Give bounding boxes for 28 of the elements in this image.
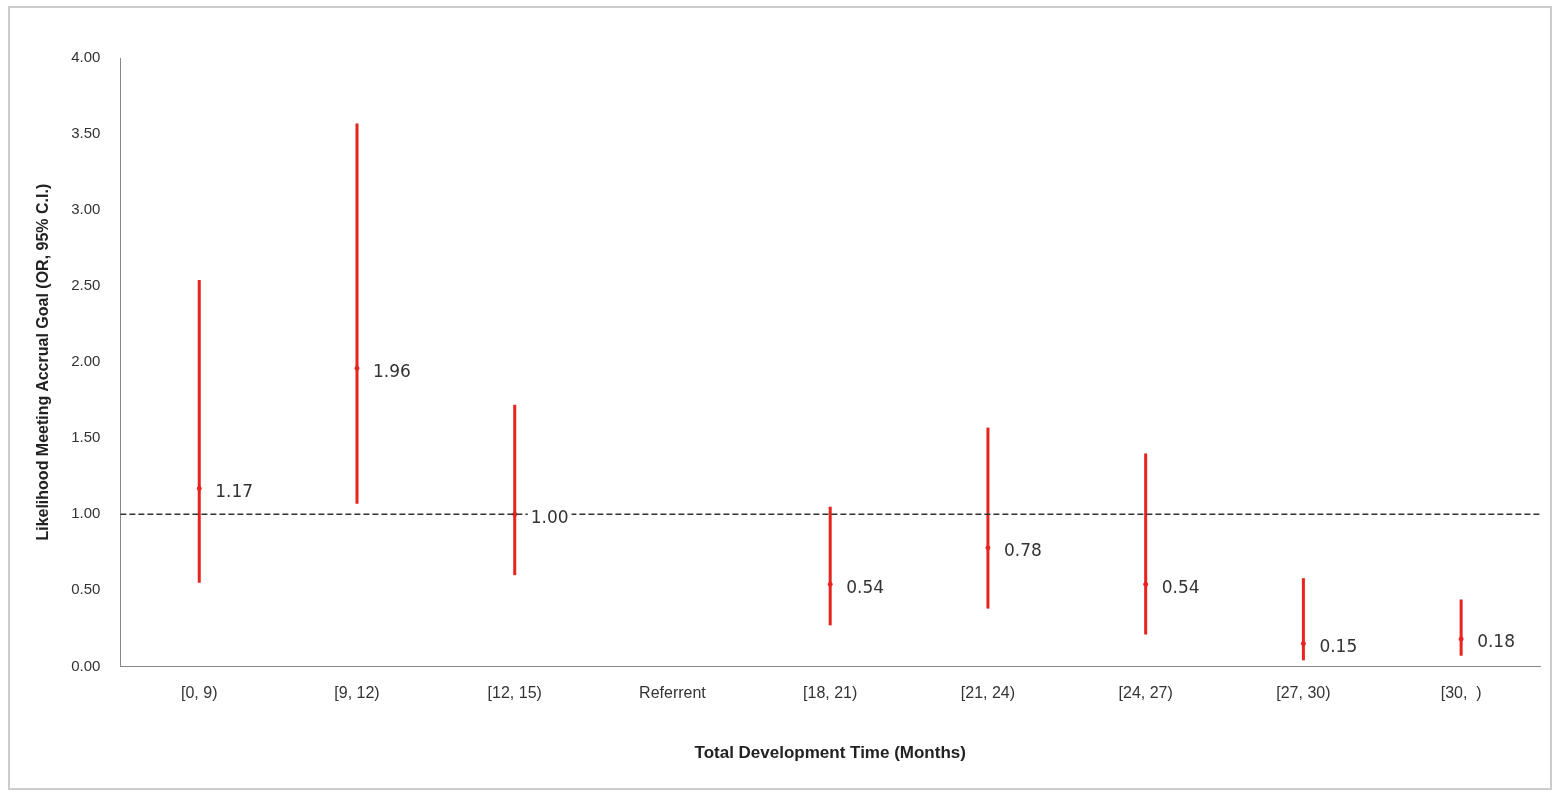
- y-tick-label: 3.00: [71, 200, 101, 218]
- x-tick-label: [27, 30): [1276, 684, 1331, 702]
- x-tick-label: [9, 12): [334, 684, 380, 702]
- y-tick-label: 2.50: [71, 276, 101, 294]
- data-label: 0.54: [1161, 576, 1200, 597]
- x-tick-label: Referrent: [639, 684, 707, 702]
- x-tick-label: [12, 15): [487, 684, 542, 702]
- data-label: 0.18: [1477, 631, 1515, 652]
- data-label: 1.96: [373, 360, 411, 381]
- y-axis-title: Likelihood Meeting Accrual Goal (OR, 95% C.I.): [34, 183, 52, 541]
- x-tick-label: [21, 24): [960, 684, 1016, 702]
- y-tick-label: 0.00: [71, 656, 101, 674]
- x-tick-label: [30, ): [1440, 684, 1482, 702]
- data-label: 0.54: [846, 576, 885, 597]
- data-label: 1.17: [215, 480, 254, 501]
- y-tick-label: 3.50: [71, 124, 101, 142]
- y-tick-label: 1.00: [71, 504, 101, 522]
- x-tick-label: [0, 9): [181, 684, 218, 702]
- data-label: 0.78: [1003, 540, 1042, 561]
- x-tick-label: [18, 21): [803, 684, 858, 702]
- y-tick-label: 2.00: [71, 352, 101, 370]
- y-tick-label: 1.50: [71, 428, 101, 446]
- data-label: 1.00: [530, 506, 569, 527]
- y-tick-label: 4.00: [71, 48, 101, 66]
- data-label: 0.15: [1319, 636, 1358, 657]
- x-axis-title: Total Development Time (Months): [694, 743, 966, 763]
- y-tick-label: 0.50: [71, 580, 101, 598]
- x-tick-label: [24, 27): [1118, 684, 1173, 702]
